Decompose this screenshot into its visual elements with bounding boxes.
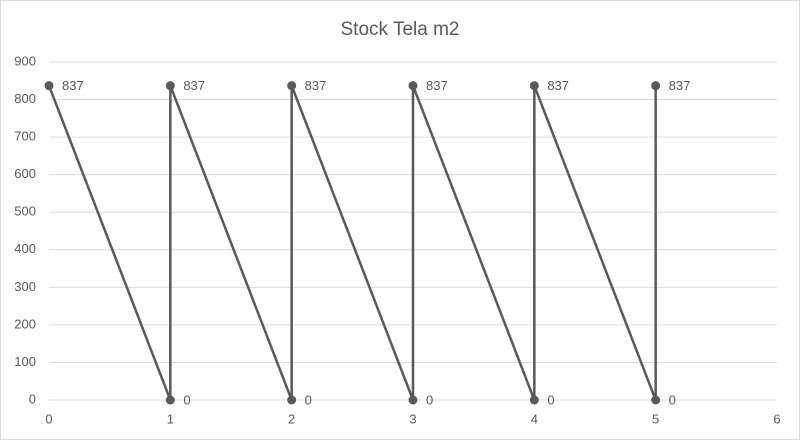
point [529,395,539,405]
y-tick-label: 500 [14,204,36,219]
x-tick-label: 1 [167,411,174,426]
point [529,81,539,91]
data-label: 837 [669,78,691,93]
point [408,81,418,91]
point [165,395,175,405]
x-tick-label: 5 [652,411,659,426]
y-tick-label: 0 [29,391,36,406]
data-label: 837 [426,78,448,93]
data-label: 0 [305,392,312,407]
point [408,395,418,405]
data-label: 837 [62,78,84,93]
data-label: 0 [183,392,190,407]
point [651,395,661,405]
data-label: 837 [183,78,205,93]
point [44,81,54,91]
chart-title: Stock Tela m2 [341,19,460,40]
x-tick-label: 0 [45,411,52,426]
point [651,81,661,91]
data-label: 0 [669,392,676,407]
y-tick-label: 900 [14,53,36,68]
y-tick-label: 200 [14,316,36,331]
y-tick-label: 600 [14,166,36,181]
point [165,81,175,91]
y-tick-label: 400 [14,241,36,256]
y-tick-label: 100 [14,354,36,369]
data-label: 837 [547,78,569,93]
x-tick-label: 6 [773,411,780,426]
point [287,395,297,405]
y-tick-label: 300 [14,279,36,294]
x-tick-label: 4 [531,411,538,426]
y-tick-label: 700 [14,129,36,144]
data-label: 0 [426,392,433,407]
point [287,81,297,91]
x-tick-label: 3 [409,411,416,426]
y-tick-label: 800 [14,91,36,106]
data-label: 0 [547,392,554,407]
data-label: 837 [305,78,327,93]
x-tick-label: 2 [288,411,295,426]
